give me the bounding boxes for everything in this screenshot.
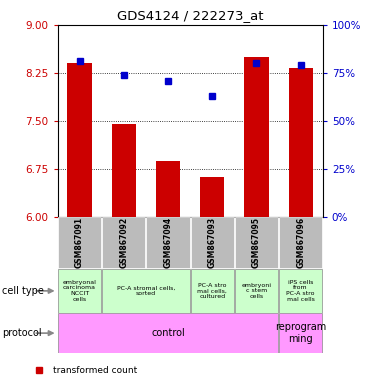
Text: transformed count: transformed count [53, 366, 137, 374]
Bar [147, 217, 190, 268]
Text: cell type: cell type [2, 286, 44, 296]
Text: iPS cells
from
PC-A stro
mal cells: iPS cells from PC-A stro mal cells [286, 280, 315, 302]
Bar [289, 68, 313, 217]
Text: control: control [151, 328, 185, 338]
Text: GSM867094: GSM867094 [164, 217, 173, 268]
Bar [102, 269, 190, 313]
Bar [235, 269, 278, 313]
Bar [200, 177, 224, 217]
Bar [102, 217, 145, 268]
Bar [112, 124, 136, 217]
Title: GDS4124 / 222273_at: GDS4124 / 222273_at [117, 9, 263, 22]
Text: PC-A stro
mal cells,
cultured: PC-A stro mal cells, cultured [197, 283, 227, 299]
Text: protocol: protocol [2, 328, 42, 338]
Text: embryoni
c stem
cells: embryoni c stem cells [242, 283, 272, 299]
Bar [58, 217, 101, 268]
Bar [191, 217, 234, 268]
Text: GSM867092: GSM867092 [119, 217, 128, 268]
Bar [58, 313, 278, 353]
Bar [279, 217, 322, 268]
Bar [58, 269, 101, 313]
Text: GSM867093: GSM867093 [208, 217, 217, 268]
Text: GSM867091: GSM867091 [75, 217, 84, 268]
Bar [279, 313, 322, 353]
Text: embryonal
carcinoma
NCCIT
cells: embryonal carcinoma NCCIT cells [63, 280, 96, 302]
Text: GSM867095: GSM867095 [252, 217, 261, 268]
Bar [68, 63, 92, 217]
Text: PC-A stromal cells,
sorted: PC-A stromal cells, sorted [117, 285, 175, 296]
Text: GSM867096: GSM867096 [296, 217, 305, 268]
Bar [279, 269, 322, 313]
Bar [244, 57, 269, 217]
Bar [191, 269, 234, 313]
Bar [235, 217, 278, 268]
Text: reprogram
ming: reprogram ming [275, 322, 326, 344]
Bar [156, 161, 180, 217]
